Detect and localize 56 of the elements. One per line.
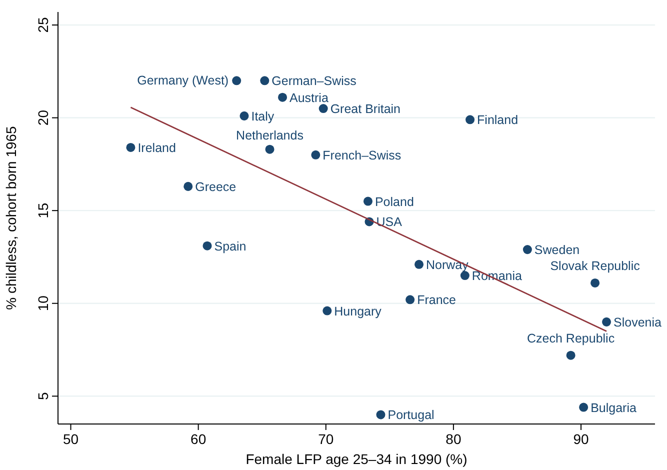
data-label: Portugal — [388, 408, 434, 422]
data-label: Greece — [195, 180, 236, 194]
point — [202, 241, 212, 250]
x-axis-title: Female LFP age 25–34 in 1990 (%) — [246, 451, 468, 467]
point — [566, 350, 576, 360]
x-tick-label: 70 — [318, 431, 334, 447]
data-label: Slovenia — [614, 315, 662, 330]
point — [363, 196, 372, 206]
data-label: Sweden — [534, 243, 580, 258]
x-tick-label: 80 — [446, 431, 462, 447]
data-label: Finland — [477, 113, 518, 128]
y-tick-label: 15 — [35, 202, 51, 218]
y-tick-label: 5 — [35, 392, 51, 400]
data-label: Hungary — [334, 304, 382, 318]
data-label: Spain — [214, 239, 246, 254]
point — [322, 306, 332, 316]
x-tick-label: 60 — [190, 431, 206, 447]
point — [590, 278, 600, 288]
data-label: Netherlands — [236, 128, 304, 142]
point — [466, 115, 475, 124]
point — [126, 142, 136, 152]
point — [376, 410, 386, 420]
data-label: Slovak Republic — [550, 258, 640, 273]
point — [240, 111, 249, 120]
data-label: Norway — [426, 258, 470, 272]
point — [602, 317, 612, 326]
point — [406, 295, 415, 304]
data-label: USA — [376, 215, 403, 230]
data-label: Italy — [251, 109, 275, 124]
point — [579, 402, 588, 412]
y-axis-title: % childless, cohort born 1965 — [3, 126, 19, 310]
point — [318, 104, 328, 114]
data-label: France — [417, 293, 456, 308]
data-label: Bulgaria — [590, 400, 636, 415]
data-label: Czech Republic — [527, 331, 615, 346]
point — [522, 245, 532, 254]
point — [311, 150, 320, 160]
data-label: Germany (West) — [137, 74, 229, 88]
data-label: Ireland — [138, 140, 176, 155]
data-label: German–Swiss — [272, 74, 356, 88]
x-tick-label: 90 — [573, 431, 590, 447]
point — [184, 182, 193, 191]
data-label: French–Swiss — [322, 148, 402, 162]
point — [232, 76, 242, 86]
y-tick-label: 20 — [35, 110, 51, 126]
point — [265, 144, 274, 154]
x-tick-label: 50 — [62, 431, 79, 447]
y-tick-label: 10 — [35, 295, 51, 312]
data-label: Poland — [374, 194, 414, 209]
y-tick-label: 25 — [35, 16, 51, 33]
point — [414, 260, 424, 269]
data-label: Great Britain — [330, 102, 401, 116]
data-label: Austria — [290, 90, 328, 105]
point — [278, 92, 288, 102]
point — [260, 76, 270, 86]
point — [460, 271, 470, 280]
